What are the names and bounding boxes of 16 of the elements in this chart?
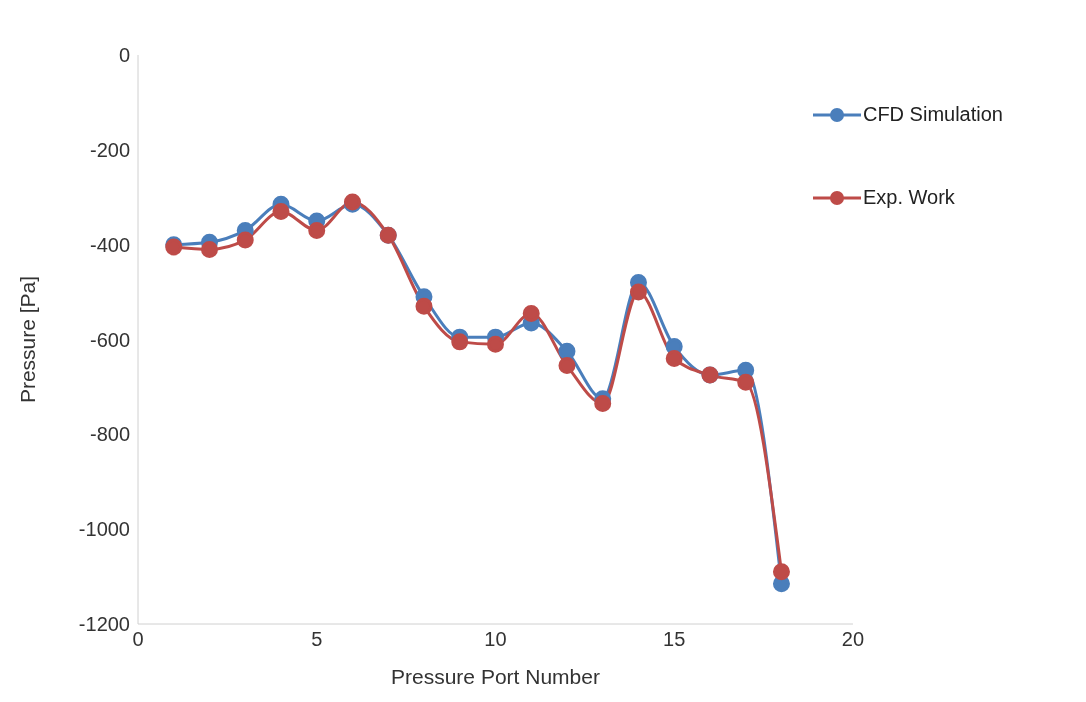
y-tick-label: -1000 xyxy=(78,518,130,541)
y-tick-label: -800 xyxy=(89,423,130,446)
x-tick-label: 15 xyxy=(663,628,686,651)
y-axis-title: Pressure [Pa] xyxy=(16,275,40,404)
y-tick-label: 0 xyxy=(118,44,130,67)
x-tick-label: 5 xyxy=(311,628,323,651)
y-tick-label: -1200 xyxy=(78,613,130,636)
legend-label: CFD Simulation xyxy=(862,103,1003,126)
y-tick-label: -400 xyxy=(89,233,130,256)
x-axis-title: Pressure Port Number xyxy=(391,665,600,688)
y-tick-label: -600 xyxy=(89,328,130,351)
legend-label: Exp. Work xyxy=(862,186,955,209)
x-tick-label: 0 xyxy=(132,628,144,651)
y-tick-label: -200 xyxy=(89,138,130,161)
x-tick-label: 20 xyxy=(841,628,865,651)
x-tick-label: 10 xyxy=(484,628,507,651)
